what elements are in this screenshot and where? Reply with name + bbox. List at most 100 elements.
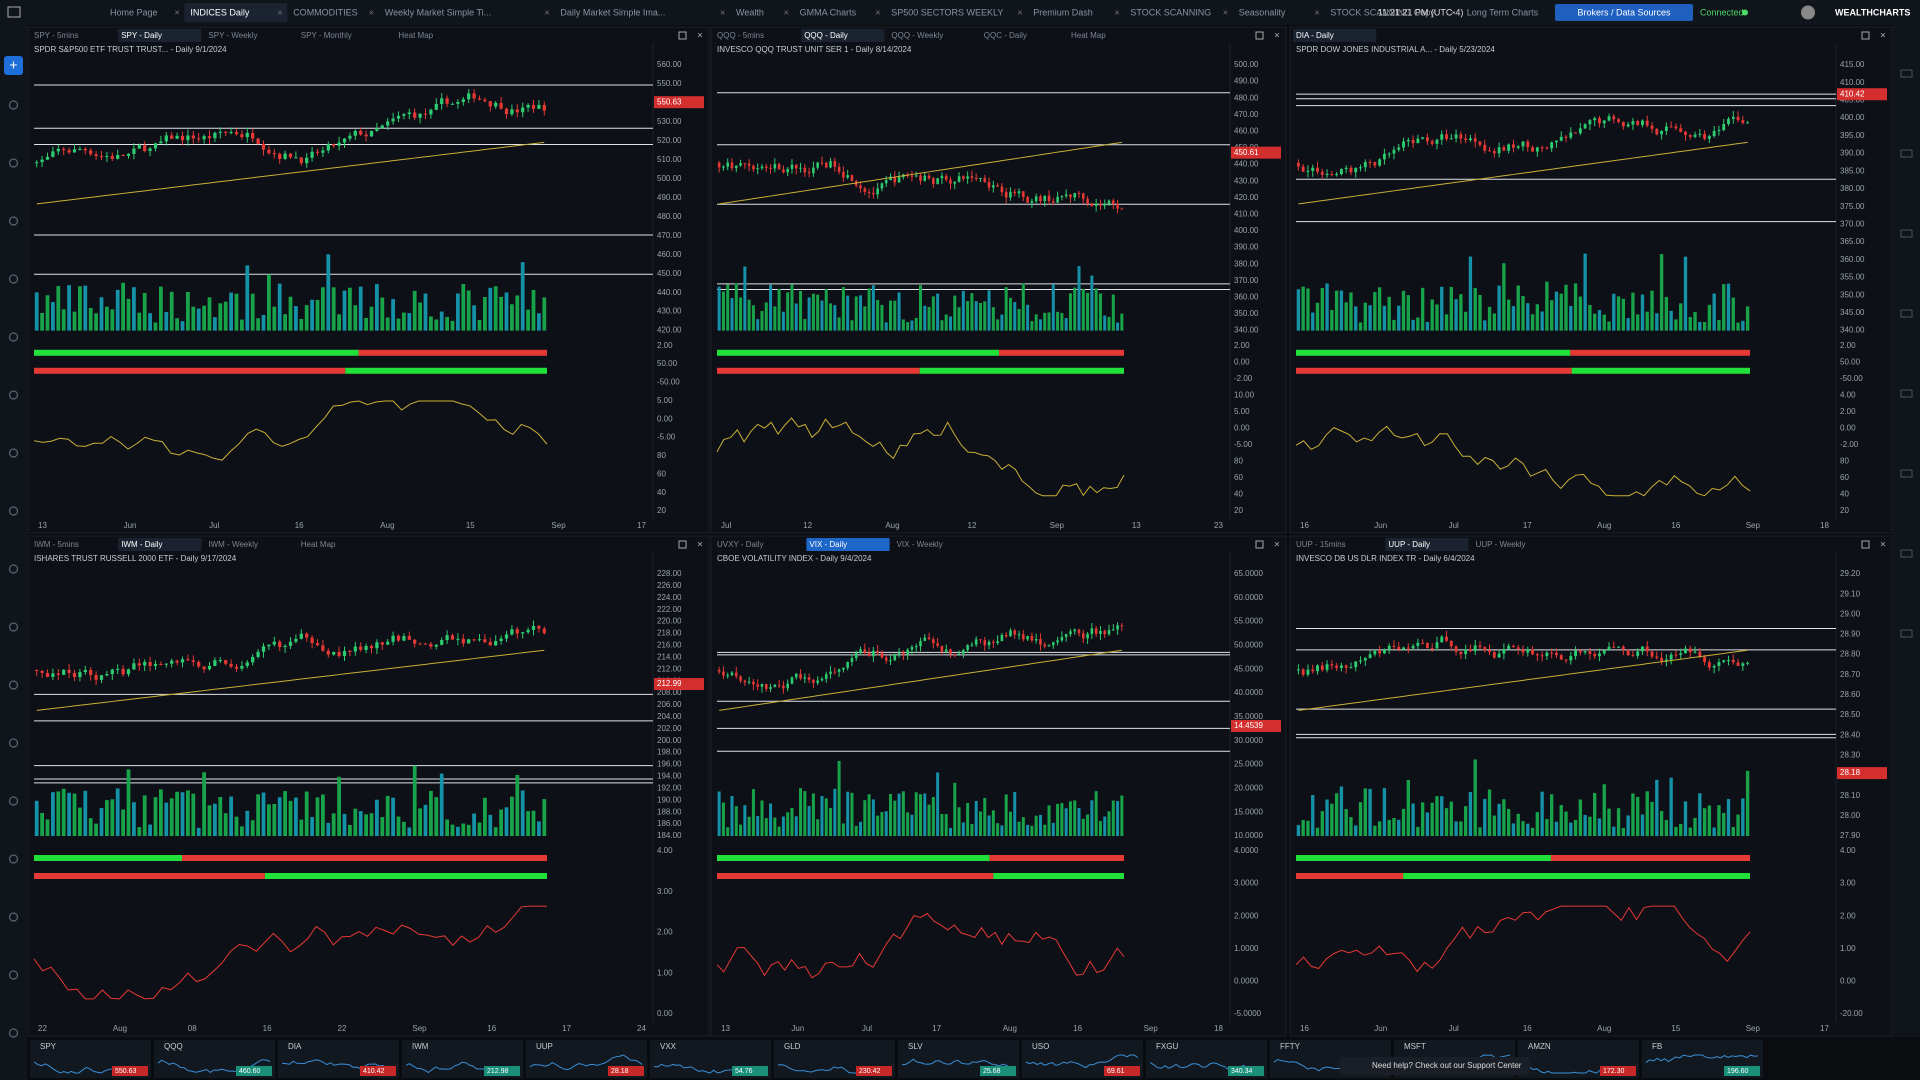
panel-tab[interactable]: SPY - Monthly xyxy=(301,31,352,40)
panel-tab[interactable]: SPY - 5mins xyxy=(34,31,78,40)
timeframe-icon[interactable] xyxy=(1900,229,1913,238)
tab-close[interactable]: × xyxy=(875,7,880,17)
timeframe-icon[interactable] xyxy=(1900,629,1913,638)
panel-maximize[interactable] xyxy=(1255,31,1264,40)
volume-bar xyxy=(1116,801,1120,836)
tool-icon[interactable] xyxy=(8,912,19,922)
tab[interactable]: Home Page xyxy=(110,7,158,17)
panel-close[interactable]: × xyxy=(1880,540,1886,551)
panel-tab[interactable]: SPY - Daily xyxy=(121,31,162,40)
panel-tab[interactable]: IWM - 5mins xyxy=(34,540,79,549)
candle xyxy=(310,151,314,158)
menu-icon[interactable] xyxy=(7,6,21,18)
tab-close[interactable]: × xyxy=(1017,7,1022,17)
tool-icon[interactable] xyxy=(8,796,19,806)
tool-icon[interactable] xyxy=(8,100,19,110)
brokers-button[interactable] xyxy=(1555,4,1693,21)
panel-maximize[interactable] xyxy=(1255,540,1264,549)
panel-maximize[interactable] xyxy=(678,31,687,40)
candle xyxy=(202,136,206,140)
panel-tab[interactable]: UUP - 15mins xyxy=(1296,540,1346,549)
panel-tab[interactable]: UUP - Weekly xyxy=(1476,540,1526,549)
timeframe-icon[interactable] xyxy=(1900,549,1913,558)
panel-tab[interactable]: IWM - Weekly xyxy=(208,540,258,549)
tab[interactable]: Wealth xyxy=(736,7,764,17)
timeframe-icon[interactable] xyxy=(1900,309,1913,318)
volume-bar xyxy=(1669,777,1673,836)
tool-icon[interactable] xyxy=(8,506,19,516)
tool-icon[interactable] xyxy=(8,970,19,980)
panel-tab[interactable]: VIX - Daily xyxy=(809,540,847,549)
timeframe-icon[interactable] xyxy=(1900,149,1913,158)
support[interactable]: Need help? Check out our Support Center xyxy=(1372,1061,1522,1070)
tab[interactable]: STOCK SCANNING Copy xyxy=(1330,7,1435,17)
tab-close[interactable]: × xyxy=(544,7,549,17)
tool-icon[interactable] xyxy=(8,738,19,748)
tool-icon[interactable] xyxy=(8,1028,19,1038)
tab-close[interactable]: × xyxy=(1314,7,1319,17)
panel-maximize[interactable] xyxy=(1861,31,1870,40)
panel-tab[interactable]: UVXY - Daily xyxy=(717,540,764,549)
panel-close[interactable]: × xyxy=(1274,540,1280,551)
tool-icon[interactable] xyxy=(8,680,19,690)
avatar[interactable] xyxy=(1801,5,1815,20)
candle xyxy=(321,150,325,153)
tool-icon[interactable] xyxy=(8,854,19,864)
tool-icon[interactable] xyxy=(8,448,19,458)
panel-tab[interactable]: VIX - Weekly xyxy=(897,540,943,549)
tool-icon[interactable] xyxy=(8,564,19,574)
volume-bar xyxy=(1640,294,1645,331)
panel-close[interactable]: × xyxy=(1880,31,1886,42)
panel-tab[interactable]: QQQ - 5mins xyxy=(717,31,764,40)
tab-close[interactable]: × xyxy=(784,7,789,17)
tool-icon[interactable] xyxy=(8,622,19,632)
tool-icon[interactable] xyxy=(8,216,19,226)
tab[interactable]: INDICES Daily xyxy=(190,7,250,17)
panel-tab[interactable]: Heat Map xyxy=(398,31,433,40)
oscillator xyxy=(1295,425,1751,497)
tab[interactable]: Premium Dash xyxy=(1033,7,1093,17)
support-box[interactable] xyxy=(1340,1057,1530,1075)
panel-close[interactable]: × xyxy=(1274,31,1280,42)
tab[interactable]: SP500 SECTORS WEEKLY xyxy=(891,7,1003,17)
tab-close[interactable]: × xyxy=(720,7,725,17)
tab-close[interactable]: × xyxy=(369,7,374,17)
tool-icon[interactable] xyxy=(8,332,19,342)
tab[interactable]: Daily Market Simple Ima... xyxy=(560,7,665,17)
panel-tab[interactable]: SPY - Weekly xyxy=(208,31,257,40)
tab[interactable]: Long Term Charts xyxy=(1467,7,1539,17)
signal-strip xyxy=(182,855,547,861)
panel-tab[interactable]: UUP - Daily xyxy=(1388,540,1430,549)
tab[interactable]: COMMODITIES xyxy=(293,7,358,17)
candle xyxy=(1382,153,1386,160)
panel-tab[interactable]: QQC - Daily xyxy=(984,31,1027,40)
volume-bar xyxy=(794,303,798,331)
panel-tab[interactable]: DIA - Daily xyxy=(1296,31,1334,40)
tab-close[interactable]: × xyxy=(174,7,179,17)
panel-tab[interactable]: Heat Map xyxy=(301,540,336,549)
tool-icon[interactable] xyxy=(8,158,19,168)
tab[interactable]: GMMA Charts xyxy=(800,7,857,17)
timeframe-icon[interactable] xyxy=(1900,389,1913,398)
panel-tab[interactable]: QQQ - Weekly xyxy=(891,31,943,40)
tool-icon[interactable] xyxy=(8,390,19,400)
tab-close[interactable]: × xyxy=(1223,7,1228,17)
panel-close[interactable]: × xyxy=(697,31,703,42)
panel-maximize[interactable] xyxy=(1861,540,1870,549)
panel-tab[interactable]: IWM - Daily xyxy=(121,540,162,549)
candle xyxy=(1617,119,1621,122)
panel-maximize[interactable] xyxy=(678,540,687,549)
tab-close[interactable]: × xyxy=(1114,7,1119,17)
panel-tab[interactable]: Heat Map xyxy=(1071,31,1106,40)
tab[interactable]: Seasonality xyxy=(1239,7,1286,17)
tab-close[interactable]: × xyxy=(277,7,282,17)
tab-close[interactable]: × xyxy=(1451,7,1456,17)
timeframe-icon[interactable] xyxy=(1900,469,1913,478)
tool-icon[interactable] xyxy=(8,274,19,284)
panel-close[interactable]: × xyxy=(697,540,703,551)
panel-tab[interactable]: QQQ - Daily xyxy=(804,31,848,40)
timeframe-icon[interactable] xyxy=(1900,69,1913,78)
tab[interactable]: STOCK SCANNING xyxy=(1130,7,1211,17)
add-button[interactable] xyxy=(4,56,23,75)
tab[interactable]: Weekly Market Simple Ti... xyxy=(385,7,491,17)
